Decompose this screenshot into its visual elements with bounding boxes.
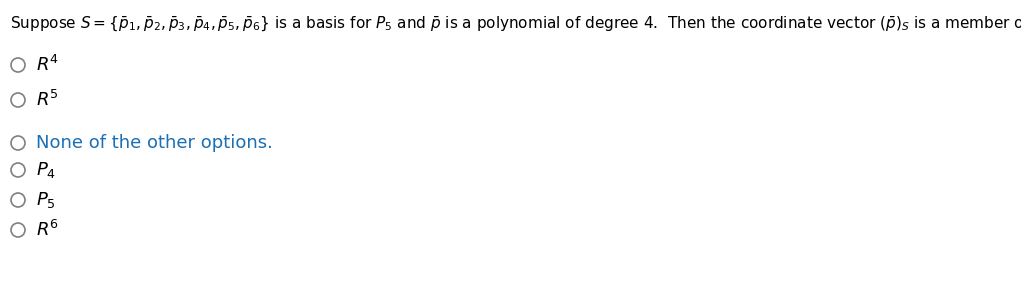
Text: $R^6$: $R^6$ (36, 220, 59, 240)
Text: $P_5$: $P_5$ (36, 190, 56, 210)
Text: None of the other options.: None of the other options. (36, 134, 273, 152)
Text: $R^4$: $R^4$ (36, 55, 59, 75)
Text: Suppose $S = \{\bar{p}_1,\bar{p}_2,\bar{p}_3,\bar{p}_4,\bar{p}_5,\bar{p}_6\}$ is: Suppose $S = \{\bar{p}_1,\bar{p}_2,\bar{… (10, 14, 1021, 33)
Text: $R^5$: $R^5$ (36, 90, 58, 110)
Text: $P_4$: $P_4$ (36, 160, 56, 180)
